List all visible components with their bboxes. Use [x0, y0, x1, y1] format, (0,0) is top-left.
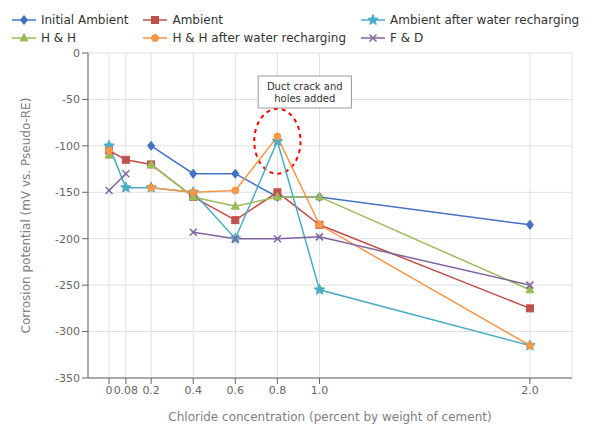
svg-text:-200: -200 [55, 233, 80, 246]
html-text:Initial Ambient: Initial Ambient [40, 13, 129, 27]
html-text:H & H after water recharging: H & H after water recharging [172, 31, 346, 45]
svg-text:Duct crack and: Duct crack and [267, 81, 343, 92]
svg-text:0.6: 0.6 [227, 384, 245, 397]
html-text:F & D: F & D [390, 31, 424, 45]
svg-text:-250: -250 [55, 279, 80, 292]
svg-text:1.0: 1.0 [311, 384, 329, 397]
svg-text:-300: -300 [55, 325, 80, 338]
html-text:H & H: H & H [40, 31, 76, 45]
svg-text:-350: -350 [55, 372, 80, 385]
svg-text:-150: -150 [55, 186, 80, 199]
svg-text:0.08: 0.08 [114, 384, 139, 397]
html-text:Ambient after water recharging: Ambient after water recharging [390, 13, 580, 27]
svg-text:0: 0 [73, 47, 80, 60]
svg-text:Chloride concentration (percen: Chloride concentration (percent by weigh… [168, 410, 491, 424]
svg-text:0.8: 0.8 [269, 384, 287, 397]
svg-text:-100: -100 [55, 140, 80, 153]
svg-text:0.4: 0.4 [184, 384, 202, 397]
svg-text:0: 0 [106, 384, 113, 397]
svg-text:Corrosion potential (mV vs. Ps: Corrosion potential (mV vs. Pseudo-RE) [19, 98, 33, 334]
svg-text:2.0: 2.0 [521, 384, 539, 397]
html-text:Ambient: Ambient [172, 13, 223, 27]
svg-text:holes added: holes added [274, 93, 335, 104]
svg-text:-50: -50 [62, 93, 80, 106]
svg-text:0.2: 0.2 [142, 384, 160, 397]
